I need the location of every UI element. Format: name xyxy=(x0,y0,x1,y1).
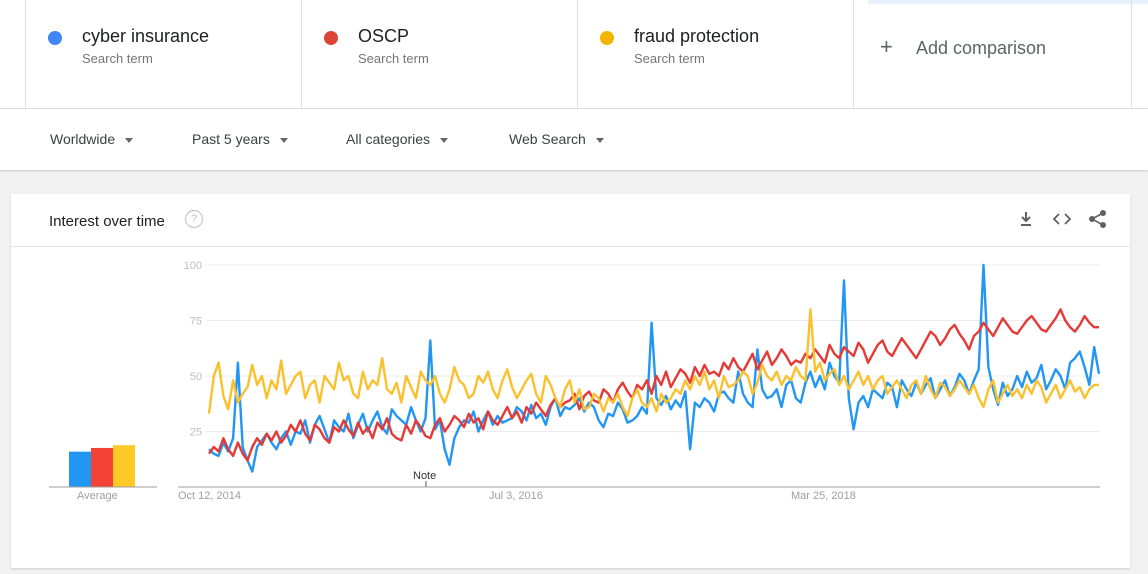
average-bar xyxy=(69,451,91,487)
embed-icon[interactable] xyxy=(1051,208,1073,230)
x-tick-label: Mar 25, 2018 xyxy=(791,490,856,502)
category-dropdown[interactable]: All categories xyxy=(346,131,449,147)
top-highlight xyxy=(868,0,1148,4)
caret-down-icon xyxy=(595,137,604,143)
x-tick-label: Oct 12, 2014 xyxy=(178,490,241,502)
y-tick-label: 100 xyxy=(184,260,202,272)
plus-icon: + xyxy=(880,34,893,59)
term-type-label: Search term xyxy=(634,51,705,66)
series-line xyxy=(208,263,1101,473)
average-label: Average xyxy=(77,490,118,502)
term-name: fraud protection xyxy=(634,26,760,46)
interest-over-time-card: Interest over time ? Average xyxy=(11,194,1130,568)
average-bars xyxy=(49,445,157,488)
help-icon[interactable]: ? xyxy=(185,210,203,228)
caret-down-icon xyxy=(279,137,288,143)
y-tick-label: 75 xyxy=(190,316,202,328)
category-label: All categories xyxy=(346,131,431,147)
share-icon[interactable] xyxy=(1087,208,1109,230)
add-comparison-button[interactable]: + Add comparison xyxy=(853,0,1132,108)
region-label: Worldwide xyxy=(50,131,116,147)
term-color-dot xyxy=(48,31,62,45)
average-bar xyxy=(113,445,135,487)
term-cyber-insurance[interactable]: cyber insurance Search term xyxy=(25,0,303,108)
term-type-label: Search term xyxy=(82,51,153,66)
caret-down-icon xyxy=(125,137,134,143)
term-color-dot xyxy=(600,31,614,45)
x-tick-label: Jul 3, 2016 xyxy=(489,490,543,502)
average-bar xyxy=(91,447,113,487)
y-tick-label: 50 xyxy=(190,371,202,383)
term-fraud-protection[interactable]: fraud protection Search term xyxy=(577,0,854,108)
term-color-dot xyxy=(324,31,338,45)
add-comparison-label: Add comparison xyxy=(916,38,1047,58)
series-line xyxy=(207,308,1099,418)
download-icon[interactable] xyxy=(1015,208,1037,230)
time-range-label: Past 5 years xyxy=(192,131,270,147)
y-tick-label: 25 xyxy=(190,427,202,439)
term-name: cyber insurance xyxy=(82,26,210,46)
region-dropdown[interactable]: Worldwide xyxy=(50,131,134,147)
caret-down-icon xyxy=(440,137,449,143)
term-name: OSCP xyxy=(358,26,410,46)
filter-bar: Worldwide Past 5 years All categories We… xyxy=(0,109,1148,170)
series-line xyxy=(208,308,1099,462)
card-title: Interest over time xyxy=(49,213,165,230)
time-range-dropdown[interactable]: Past 5 years xyxy=(192,131,288,147)
term-oscp[interactable]: OSCP Search term xyxy=(301,0,579,108)
note-label[interactable]: Note xyxy=(413,470,436,482)
interest-line-chart: 25 50 75 100 Note Oct 12, 2014 Jul 3, 2016 Ma… xyxy=(178,260,1101,502)
search-type-label: Web Search xyxy=(509,131,586,147)
card-header: Interest over time ? xyxy=(11,194,1130,247)
search-terms-bar: cyber insurance Search term OSCP Search … xyxy=(0,0,1148,109)
search-type-dropdown[interactable]: Web Search xyxy=(509,131,604,147)
term-type-label: Search term xyxy=(358,51,429,66)
